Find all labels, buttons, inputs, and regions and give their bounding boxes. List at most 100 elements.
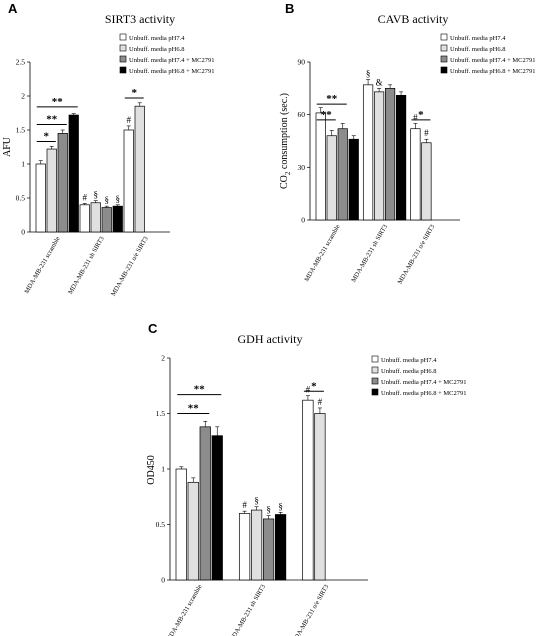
y-axis-label: AFU [2,136,13,157]
panel-c: C GDH activity 0 0.5 1 1.5 2 OD450 # # § # § § MDA-MB-… [0,320,550,636]
chart-title: SIRT3 activity [105,12,175,26]
legend-swatch [371,388,379,396]
bar-annotation: # [413,112,418,122]
legend-label: Unbuff. media pH7.4 + MC2791 [129,57,215,64]
bar-annotation: § [366,69,371,79]
bar [112,205,123,233]
legend-label: Unbuff. media pH6.8 [381,368,436,375]
bar [362,84,374,221]
legend-label: Unbuff. media pH7.4 + MC2791 [381,379,467,386]
bar [101,207,112,233]
bar [123,129,134,233]
y-tick-label: 1.5 [156,409,166,418]
bar [199,426,211,581]
panel-letter: B [285,1,294,16]
category-label: MDA-MB-231 sh SIRT3 [228,584,267,636]
y-tick-label: 1.5 [16,126,26,135]
bar [373,91,385,221]
significance-label: ** [188,403,200,415]
category-label: MDA-MB-231 scramble [165,583,203,636]
bar [315,112,326,221]
chart-title: CAVB activity [378,12,449,26]
y-axis-label: CO2 consumption (sec.) [279,93,292,189]
legend-swatch [371,366,379,374]
legend-swatch [440,66,448,74]
y-tick-label: 0 [21,228,25,237]
legend-swatch [371,355,379,363]
bar [79,204,90,233]
legend-swatch [119,33,127,41]
bar [421,142,432,221]
category-label: MDA-MB-231 sh SIRT3 [67,236,106,296]
bar-annotation: # [127,115,132,125]
y-tick-label: 0.5 [156,520,166,529]
bar-annotation: # [306,385,311,395]
legend-label: Unbuff. media pH7.4 [129,35,185,42]
y-tick-label: 0.5 [16,194,26,203]
bar [410,128,421,221]
bar-annotation: # [318,397,323,407]
legend-label: Unbuff. media pH7.4 [381,357,437,364]
chart-gdh-activity: C GDH activity 0 0.5 1 1.5 2 OD450 # # § # § § MDA-MB-… [146,321,467,636]
panel-letter: C [148,321,158,336]
legend-label: Unbuff. media pH6.8 + MC2791 [381,390,467,397]
legend-swatch [440,55,448,63]
bar-annotation: § [105,195,110,205]
legend-label: Unbuff. media pH6.8 [450,46,505,53]
y-tick-label: 0 [301,216,305,225]
significance-label: * [311,380,317,392]
y-tick-label: 30 [298,163,306,172]
bar [348,138,359,221]
bar-annotation: § [94,190,99,200]
bar [262,518,275,581]
bar [211,435,223,581]
bar [175,468,187,581]
significance-label: ** [194,384,206,396]
bar [250,509,263,581]
legend-swatch [440,44,448,52]
y-tick-label: 90 [298,58,306,67]
bar [90,202,101,233]
significance-label: ** [326,93,338,105]
bar [46,148,57,233]
y-tick-label: 1 [21,160,25,169]
significance-label: ** [46,114,58,126]
bar-annotation: # [424,128,429,138]
chart-title: GDH activity [238,332,303,346]
bar-annotation: § [278,501,283,511]
category-label: MDA-MB-231 scramble [23,235,61,294]
significance-label: ** [52,96,64,108]
bar-annotation: § [254,496,259,506]
bar-annotation: # [83,192,88,202]
bar [35,163,46,233]
legend-swatch [119,66,127,74]
bar [68,114,79,233]
bar [57,133,68,233]
category-label: MDA-MB-231 o/e SIRT3 [397,224,437,286]
legend-label: Unbuff. media pH6.8 [129,46,184,53]
y-tick-label: 1 [161,465,165,474]
significance-label: * [418,109,424,121]
significance-label: * [44,131,50,143]
bar [238,513,251,581]
panel-letter: A [8,1,18,16]
significance-label: * [132,87,138,99]
legend-label: Unbuff. media pH6.8 + MC2791 [129,68,215,75]
significance-label: ** [321,109,333,121]
bar [302,399,314,581]
y-tick-label: 2.5 [16,58,26,67]
bar-annotation: § [116,194,121,204]
panel-b: B CAVB activity 0 30 60 90 CO2 consumption (se… [275,0,550,300]
chart-cavb-activity: B CAVB activity 0 30 60 90 CO2 consumption (se… [279,1,536,286]
bar [395,95,407,221]
legend-swatch [119,44,127,52]
legend-swatch [119,55,127,63]
legend-label: Unbuff. media pH7.4 [450,35,506,42]
legend-swatch [371,377,379,385]
panel-a: A SIRT3 activity 0 0.5 1 1.5 2 2.5 AFU # # § § § MDA-M… [0,0,275,300]
legend-label: Unbuff. media pH7.4 + MC2791 [450,57,536,64]
category-label: MDA-MB-231 o/e SIRT3 [291,584,331,636]
y-tick-label: 2 [21,92,25,101]
bar [187,481,199,581]
y-tick-label: 2 [161,354,165,363]
